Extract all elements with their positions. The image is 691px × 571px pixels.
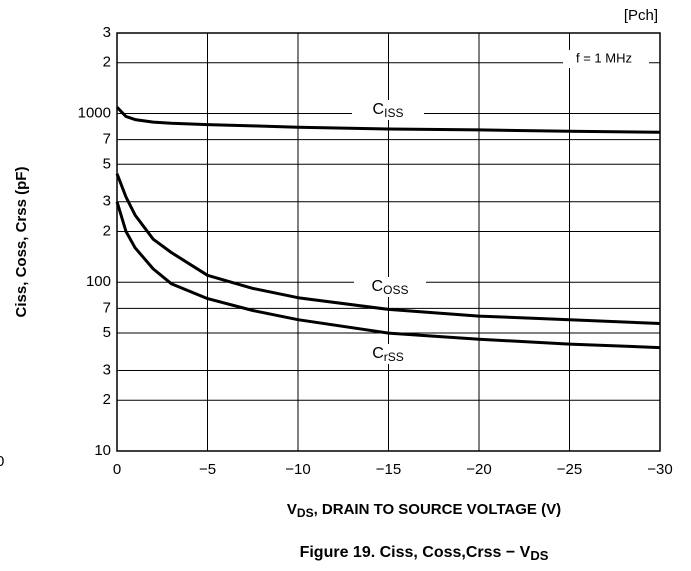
annotation: f = 1 MHz (576, 50, 632, 65)
stray-label: 0 (0, 453, 4, 470)
x-tick-label: −20 (466, 461, 491, 478)
x-tick-label: 0 (113, 461, 121, 478)
series-line (115, 106, 661, 134)
y-tick-label: 1000 (78, 104, 111, 121)
y-tick-label: 3 (103, 24, 111, 41)
y-tick-label: 10 (94, 442, 111, 459)
corner-label: [Pch] (624, 7, 658, 24)
series-label: COSS (372, 278, 409, 297)
y-tick-label: 2 (103, 391, 111, 408)
x-tick-label: −5 (199, 461, 216, 478)
y-tick-label: 2 (103, 222, 111, 239)
y-tick-label: 7 (103, 299, 111, 316)
x-tick-label: −25 (557, 461, 582, 478)
y-tick-label: 5 (103, 324, 111, 341)
y-tick-label: 100 (86, 273, 111, 290)
x-tick-label: −15 (376, 461, 401, 478)
plot-frame (116, 32, 661, 452)
y-tick-label: 7 (103, 131, 111, 148)
series-label-bg (352, 100, 424, 120)
y-tick-label: 5 (103, 155, 111, 172)
series-label: CISS (373, 101, 404, 120)
annotation-bg (563, 50, 649, 68)
y-axis-label: Ciss, Coss, Crss (pF) (13, 167, 30, 318)
series-label-bg (352, 344, 424, 364)
x-axis-label: VDS, DRAIN TO SOURCE VOLTAGE (V) (287, 501, 561, 520)
caption: Figure 19. Ciss, Coss,Crss − VDS (300, 544, 549, 563)
series-line (115, 173, 661, 325)
x-tick-label: −10 (285, 461, 310, 478)
y-tick-label: 3 (103, 193, 111, 210)
series-label: CrSS (372, 345, 404, 364)
y-tick-label: 3 (103, 361, 111, 378)
y-tick-label: 2 (103, 54, 111, 71)
x-tick-label: −30 (647, 461, 672, 478)
series-line (115, 201, 661, 350)
series-label-bg (354, 277, 426, 297)
